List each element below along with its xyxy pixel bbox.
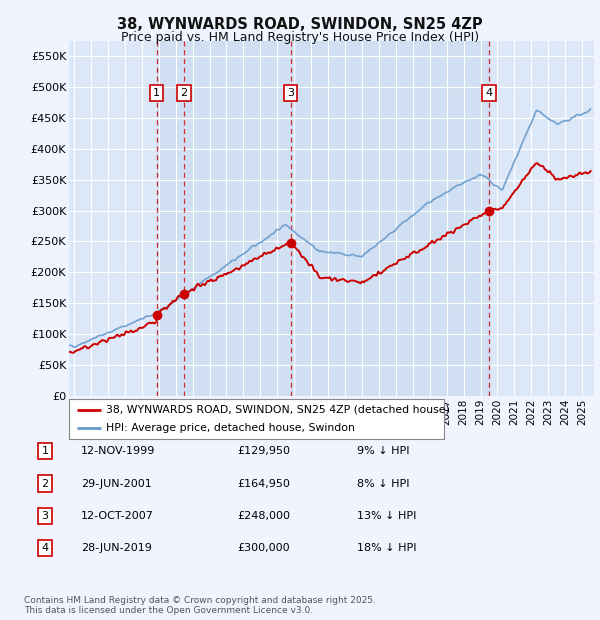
Text: 4: 4 [41, 543, 49, 553]
Text: 18% ↓ HPI: 18% ↓ HPI [357, 543, 416, 553]
Text: HPI: Average price, detached house, Swindon: HPI: Average price, detached house, Swin… [107, 423, 355, 433]
Text: 1: 1 [153, 88, 160, 99]
Text: 12-NOV-1999: 12-NOV-1999 [81, 446, 155, 456]
Text: £129,950: £129,950 [237, 446, 290, 456]
Text: 29-JUN-2001: 29-JUN-2001 [81, 479, 152, 489]
Text: 38, WYNWARDS ROAD, SWINDON, SN25 4ZP (detached house): 38, WYNWARDS ROAD, SWINDON, SN25 4ZP (de… [107, 404, 450, 415]
Text: 8% ↓ HPI: 8% ↓ HPI [357, 479, 409, 489]
Text: 3: 3 [41, 511, 49, 521]
Text: 2: 2 [41, 479, 49, 489]
Text: 12-OCT-2007: 12-OCT-2007 [81, 511, 154, 521]
Text: Contains HM Land Registry data © Crown copyright and database right 2025.
This d: Contains HM Land Registry data © Crown c… [24, 596, 376, 615]
Text: 28-JUN-2019: 28-JUN-2019 [81, 543, 152, 553]
Text: £248,000: £248,000 [237, 511, 290, 521]
Text: Price paid vs. HM Land Registry's House Price Index (HPI): Price paid vs. HM Land Registry's House … [121, 31, 479, 44]
Text: 2: 2 [181, 88, 188, 99]
Text: 9% ↓ HPI: 9% ↓ HPI [357, 446, 409, 456]
Text: 1: 1 [41, 446, 49, 456]
Text: £164,950: £164,950 [237, 479, 290, 489]
Bar [157, 41, 489, 396]
Text: 4: 4 [485, 88, 493, 99]
Text: 38, WYNWARDS ROAD, SWINDON, SN25 4ZP: 38, WYNWARDS ROAD, SWINDON, SN25 4ZP [117, 17, 483, 32]
Text: 3: 3 [287, 88, 294, 99]
Text: £300,000: £300,000 [237, 543, 290, 553]
Text: 13% ↓ HPI: 13% ↓ HPI [357, 511, 416, 521]
